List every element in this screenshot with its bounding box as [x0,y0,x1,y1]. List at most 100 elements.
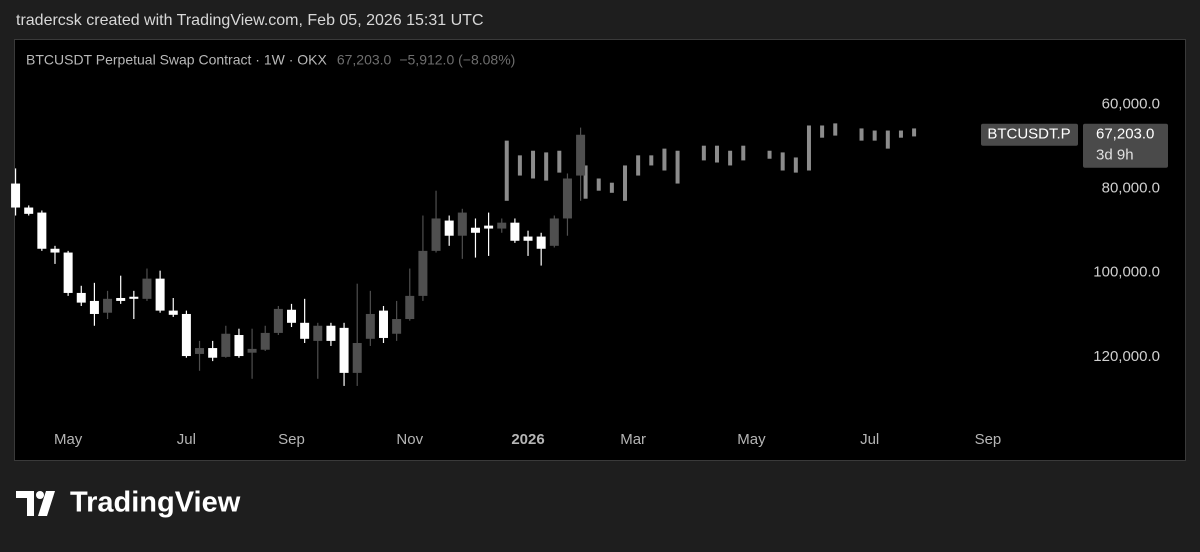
candle-body [155,278,165,311]
price-tag [1083,123,1168,168]
overlay-bar [596,178,601,191]
candle-body [431,218,441,251]
candle-body [208,348,218,358]
x-tick-label: Mar [620,431,646,448]
candle-body [195,348,205,354]
logo-icon [16,491,34,516]
symbol-tag-label: BTCUSDT.P [987,126,1070,143]
price-change: −5,912.0 (−8.08%) [399,52,515,68]
candle-body [365,313,375,339]
logo-icon [36,491,44,499]
candle-body [300,322,310,339]
y-tick-label: 80,000.0 [1102,180,1160,197]
candle-body [510,222,520,241]
candle-body [260,332,270,350]
candle-body [142,278,152,299]
candle-body [405,295,415,320]
plot-area [14,39,1186,461]
candle-body [523,236,533,241]
candle-body [378,310,388,338]
overlay-bar [636,155,641,176]
x-tick-label: May [54,431,83,448]
overlay-bar [649,155,654,166]
overlay-bar [557,150,562,173]
overlay-bar [912,128,917,137]
price-tag-label: 67,203.0 [1096,126,1154,143]
candle-body [247,348,257,353]
candle-body [392,319,402,334]
candle-body [11,183,21,208]
overlay-bar [833,123,838,136]
candle-body [484,225,494,229]
overlay-bar [701,145,706,161]
overlay-bar [531,150,536,179]
candle-body [497,222,507,229]
overlay-bar [662,148,667,171]
candle-body [273,308,283,333]
overlay-bar [793,157,798,173]
x-tick-label: Sep [975,431,1002,448]
overlay-bar [675,150,680,184]
overlay-bar [741,145,746,161]
countdown: 3d 9h [1096,147,1134,164]
candle-body [24,207,34,214]
candle-body [50,248,60,253]
overlay-bar [517,155,522,176]
overlay-bar [885,130,890,149]
candle-body [562,178,572,219]
symbol-tag [981,123,1078,146]
chart-title: BTCUSDT Perpetual Swap Contract · 1W · O… [26,52,327,68]
candle-body [549,218,559,246]
y-tick-label: 100,000.0 [1093,264,1160,281]
x-tick-label: 2026 [511,431,544,448]
x-tick-label: Jul [177,431,196,448]
candle-body [352,343,362,373]
candle-body [457,212,467,236]
candle-body [287,309,297,323]
y-tick-label: 60,000.0 [1102,95,1160,112]
overlay-bar [714,145,719,163]
overlay-bar [583,165,588,199]
overlay-bar [728,150,733,166]
candle-body [89,300,99,314]
x-tick-label: May [737,431,766,448]
logo-icon [38,491,55,516]
overlay-bar [872,130,877,141]
overlay-bar [609,182,614,193]
candle-body [221,333,231,357]
candle-body [576,134,586,176]
overlay-bar [780,152,785,171]
candle-body [116,297,126,301]
x-tick-label: Sep [278,431,305,448]
overlay-bar [806,125,811,171]
last-price: 67,203.0 [337,52,392,68]
candle-body [339,327,349,373]
candle-body [234,335,244,357]
logo: TradingView [16,487,241,519]
candle-body [326,325,336,341]
overlay-bar [898,130,903,138]
x-tick-label: Nov [396,431,423,448]
overlay-bar [820,125,825,138]
candle-body [418,250,428,296]
overlay-bar [504,140,509,201]
candle-body [536,236,546,249]
overlay-bar [544,152,549,181]
candle-body [129,296,139,299]
overlay-bar [767,150,772,159]
candle-body [444,220,454,236]
brand: TradingView [70,487,241,519]
candle-body [313,325,323,341]
candle-body [168,310,178,315]
candle-body [37,212,47,249]
overlay-bar [623,165,628,201]
credit: tradercsk created with TradingView.com, … [16,12,484,29]
candle-body [470,227,480,233]
candle-body [63,252,73,293]
candle-body [76,292,86,303]
candle-body [103,298,113,313]
overlay-bar [859,128,864,141]
candle-body [181,313,191,357]
